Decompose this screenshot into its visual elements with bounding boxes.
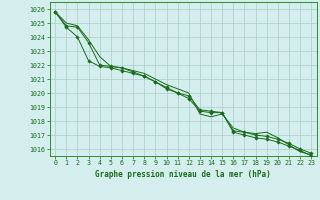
X-axis label: Graphe pression niveau de la mer (hPa): Graphe pression niveau de la mer (hPa) xyxy=(95,170,271,179)
